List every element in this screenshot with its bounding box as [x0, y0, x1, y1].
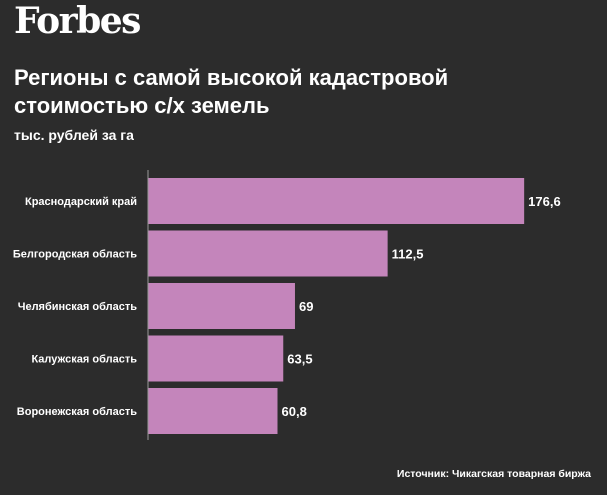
bar — [148, 178, 525, 224]
bar-chart: Краснодарский край 176,6 Белгородская обла… — [13, 170, 561, 440]
category-label: Воронежская область — [17, 406, 137, 418]
chart-subtitle: тыс. рублей за га — [14, 127, 134, 143]
category-label: Калужская область — [31, 354, 137, 366]
value-label: 112,5 — [392, 247, 424, 262]
category-label: Челябинская область — [18, 301, 138, 313]
bar — [148, 230, 388, 277]
value-label: 63,5 — [287, 352, 312, 367]
value-label: 176,6 — [528, 194, 561, 209]
category-label: Краснодарский край — [25, 196, 137, 208]
category-label: Белгородская область — [13, 249, 137, 261]
value-label: 60,8 — [282, 404, 307, 419]
bar — [148, 335, 284, 382]
bar — [148, 388, 278, 434]
source-note: Источник: Чикагская товарная биржа — [396, 468, 591, 480]
bar — [148, 283, 295, 329]
forbes-logo: Forbes — [14, 0, 141, 42]
chart-title: Регионы с самой высокой кадастровой стои… — [14, 65, 449, 118]
value-label: 69 — [299, 299, 313, 314]
